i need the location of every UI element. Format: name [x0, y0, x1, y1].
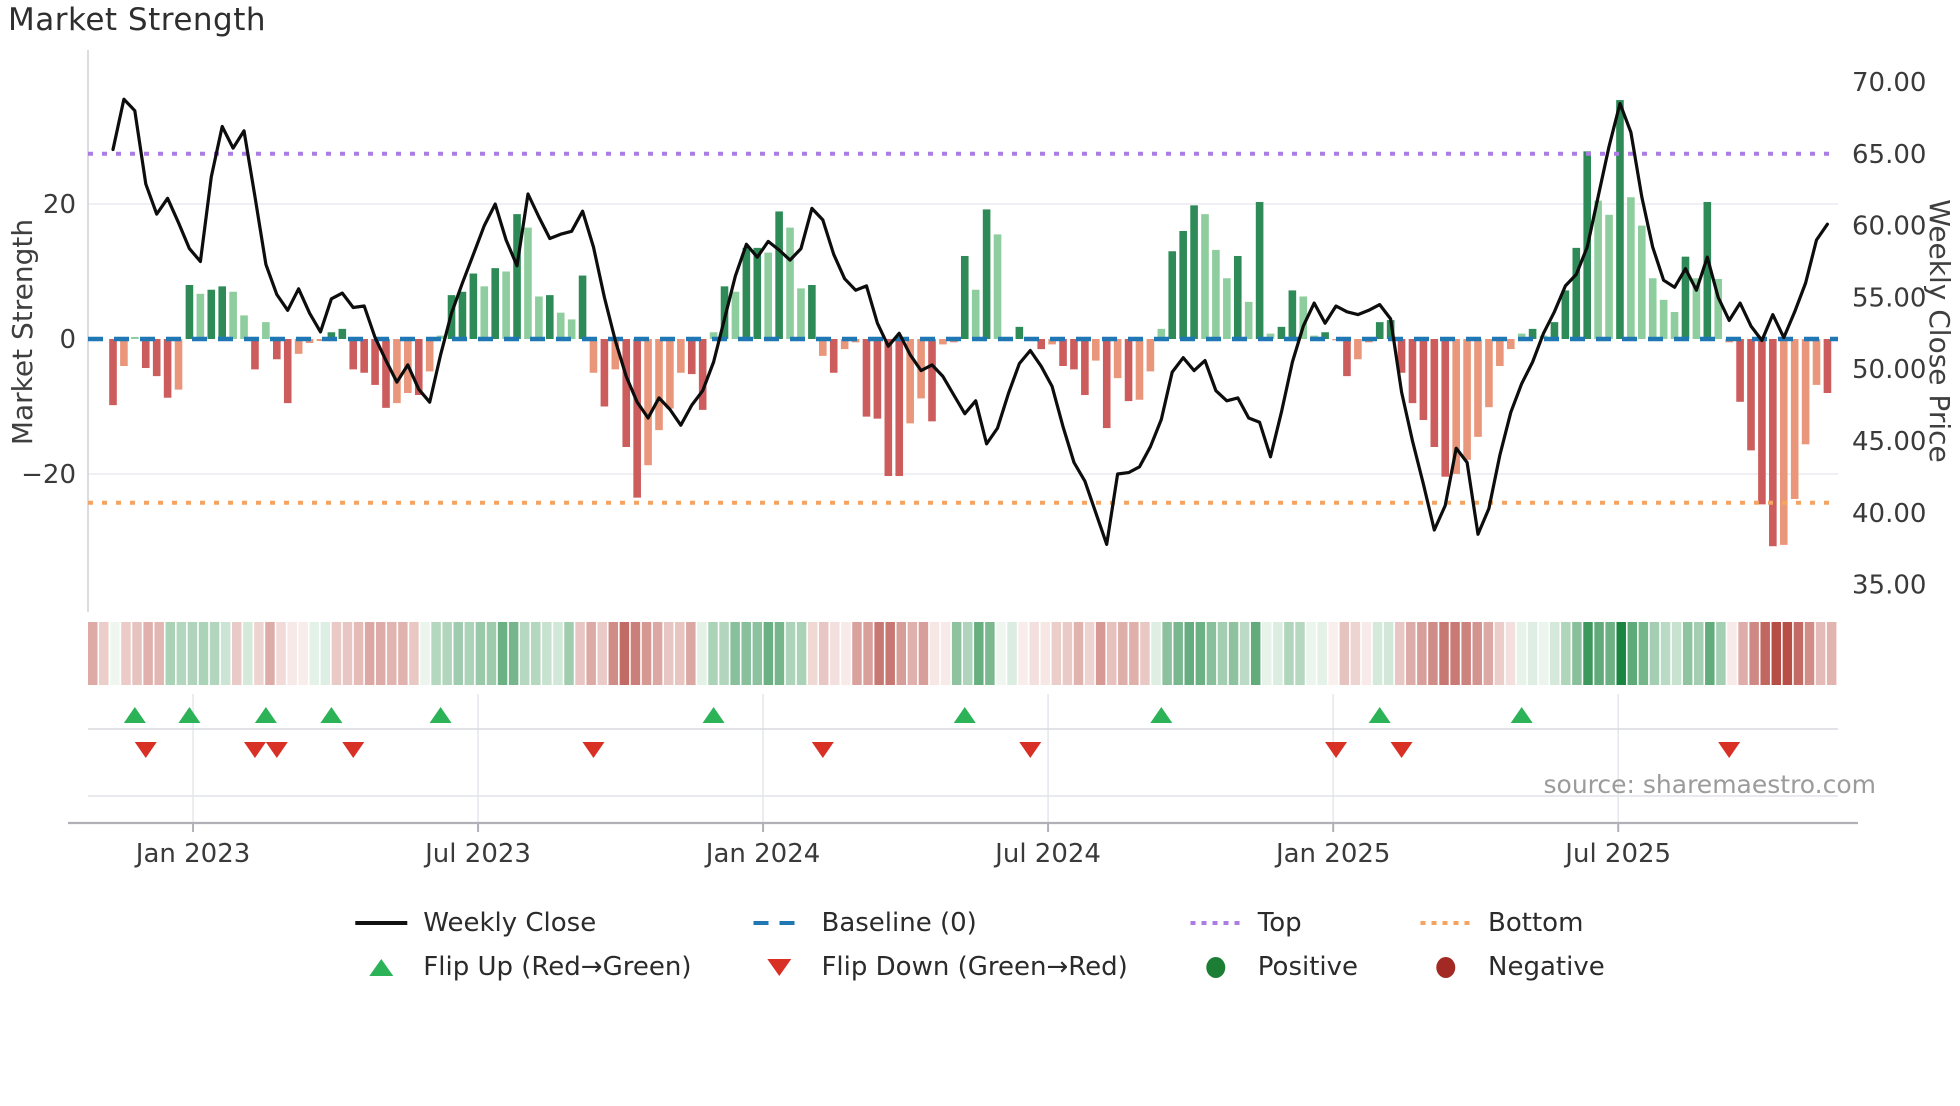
legend-label: Baseline (0)	[821, 908, 977, 938]
legend-label: Bottom	[1488, 908, 1584, 938]
flip-down-triangle-icon	[753, 958, 805, 976]
svg-text:60.00: 60.00	[1852, 212, 1926, 242]
axis-tick-labels: 20 0 −20 70.00 65.00 60.00 55.00 50.00 45.00 40.0…	[21, 68, 1926, 869]
svg-text:55.00: 55.00	[1852, 283, 1926, 313]
weekly-close-line-icon	[355, 921, 408, 925]
legend-label: Top	[1257, 908, 1302, 938]
svg-text:Jul 2023: Jul 2023	[423, 839, 531, 869]
svg-text:Jul 2025: Jul 2025	[1563, 839, 1671, 869]
flip-down-markers	[134, 742, 1741, 758]
svg-text:Jan 2023: Jan 2023	[134, 839, 251, 869]
flip-up-triangle-icon	[355, 958, 407, 976]
svg-text:50.00: 50.00	[1852, 355, 1926, 385]
svg-text:Jan 2025: Jan 2025	[1274, 839, 1391, 869]
weekly-close-line	[111, 97, 1830, 547]
gridlines	[87, 50, 1838, 612]
negative-dot-icon	[1420, 956, 1472, 978]
reference-lines	[88, 151, 1838, 505]
legend-label: Flip Up (Red→Green)	[423, 952, 692, 982]
axis-labels: Market Strength Weekly Close Price	[6, 199, 1956, 462]
marker-panel	[68, 694, 1858, 832]
svg-text:Jul 2024: Jul 2024	[993, 839, 1101, 869]
svg-text:40.00: 40.00	[1852, 499, 1926, 529]
flip-up-markers	[123, 707, 1533, 723]
left-axis-label: Market Strength	[6, 219, 39, 445]
baseline-dash-icon	[753, 921, 806, 925]
legend-item-flip-down: Flip Down (Green→Red)	[753, 950, 1128, 984]
legend-item-positive: Positive	[1190, 950, 1358, 984]
top-dotted-icon	[1189, 921, 1242, 925]
svg-text:−20: −20	[21, 460, 76, 490]
legend-item-bottom: Bottom	[1420, 906, 1605, 940]
legend-label: Positive	[1257, 952, 1359, 982]
source-credit: source: sharemaestro.com	[1543, 770, 1877, 799]
legend-label: Weekly Close	[423, 908, 597, 938]
legend-label: Flip Down (Green→Red)	[821, 952, 1128, 982]
heatmap-strip	[88, 622, 1837, 685]
svg-text:0: 0	[59, 325, 76, 355]
legend-item-top: Top	[1189, 906, 1358, 940]
svg-text:20: 20	[43, 190, 76, 220]
strength-bars	[109, 100, 1832, 547]
legend-item-baseline: Baseline (0)	[753, 906, 1127, 940]
legend-item-negative: Negative	[1420, 950, 1605, 984]
bottom-dotted-icon	[1420, 921, 1473, 925]
right-axis-label: Weekly Close Price	[1923, 199, 1956, 462]
legend: Weekly Close Baseline (0) Top Bottom Fli…	[355, 906, 1605, 984]
page-title: Market Strength	[8, 2, 267, 38]
legend-item-weekly-close: Weekly Close	[355, 906, 691, 940]
svg-text:70.00: 70.00	[1852, 68, 1926, 98]
positive-dot-icon	[1190, 956, 1242, 978]
legend-item-flip-up: Flip Up (Red→Green)	[355, 950, 691, 984]
svg-text:Jan 2024: Jan 2024	[704, 839, 821, 869]
svg-text:65.00: 65.00	[1852, 140, 1926, 170]
svg-text:35.00: 35.00	[1852, 571, 1926, 601]
svg-text:45.00: 45.00	[1852, 427, 1926, 457]
legend-label: Negative	[1488, 952, 1605, 982]
